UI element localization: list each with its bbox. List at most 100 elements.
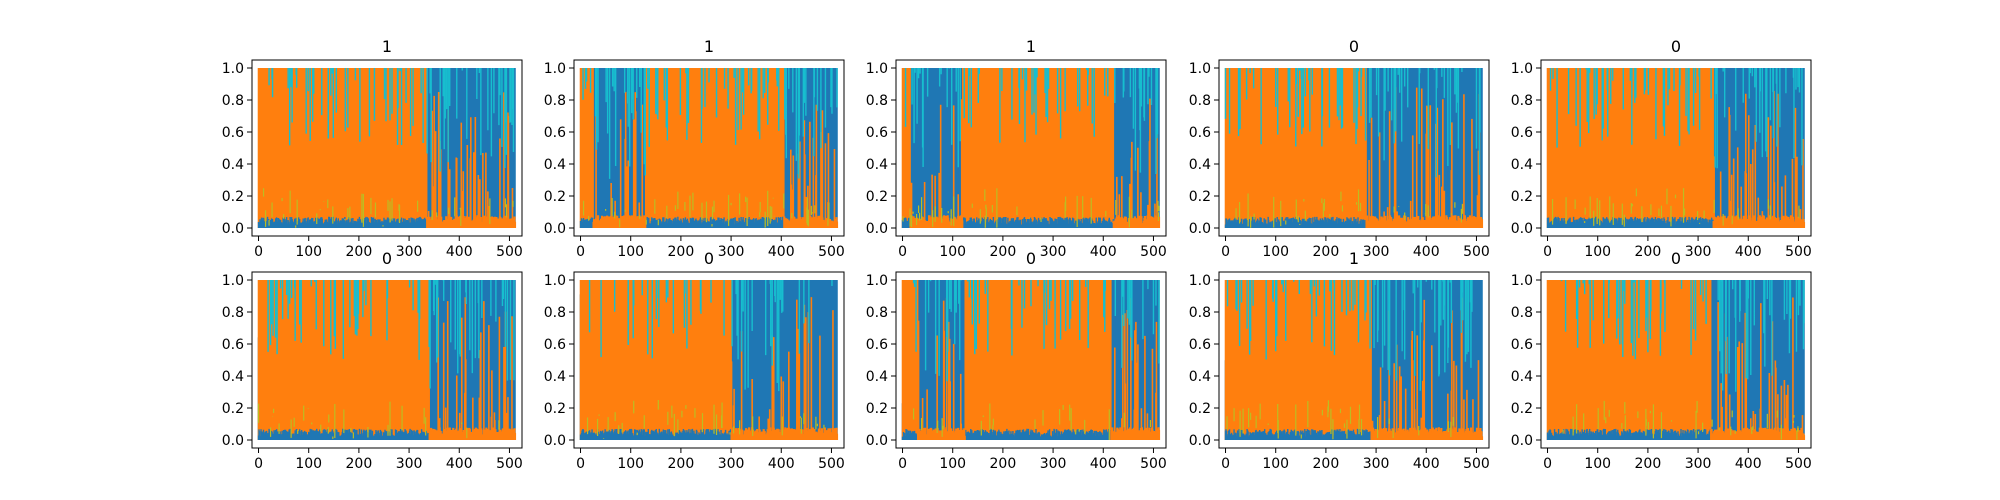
y-tick-label: 0.2 bbox=[1189, 401, 1211, 417]
y-tick-label: 1.0 bbox=[222, 273, 244, 289]
series-cyan-line bbox=[582, 68, 838, 179]
x-tick-label: 300 bbox=[1685, 244, 1712, 260]
series-blue-baseline bbox=[901, 428, 1112, 440]
series-orange-baseline bbox=[592, 215, 839, 228]
y-tick-label: 0.6 bbox=[1511, 125, 1533, 141]
y-tick-label: 0.6 bbox=[1189, 125, 1211, 141]
y-tick-label: 0.8 bbox=[544, 93, 566, 109]
x-tick-label: 400 bbox=[1413, 244, 1440, 260]
series-orange-line bbox=[1546, 68, 1804, 228]
x-tick-label: 100 bbox=[1262, 456, 1289, 472]
y-tick-label: 0.6 bbox=[222, 125, 244, 141]
series-orange-baseline bbox=[916, 427, 1161, 440]
y-tick-label: 0.2 bbox=[544, 401, 566, 417]
y-tick-label: 0.8 bbox=[222, 305, 244, 321]
panel-3: 0 100 200 300 400 500 0.0 0.2 0.4 0.6 0.8 1.0 1 bbox=[866, 37, 1167, 260]
y-tick-label: 0.6 bbox=[866, 337, 888, 353]
series-orange-baseline bbox=[730, 427, 839, 440]
panel-title: 0 bbox=[704, 249, 714, 268]
y-tick-label: 0.0 bbox=[544, 433, 566, 449]
x-tick-label: 400 bbox=[1735, 456, 1762, 472]
x-tick-label: 200 bbox=[1635, 456, 1662, 472]
series-orange-line bbox=[257, 280, 513, 440]
x-tick-label: 300 bbox=[1685, 456, 1712, 472]
x-tick-label: 300 bbox=[718, 456, 745, 472]
y-tick-label: 0.2 bbox=[866, 189, 888, 205]
series-blue-baseline bbox=[1546, 428, 1712, 440]
y-tick-label: 1.0 bbox=[1511, 273, 1533, 289]
y-tick-label: 0.6 bbox=[1511, 337, 1533, 353]
y-tick-label: 1.0 bbox=[1189, 273, 1211, 289]
y-tick-label: 0.0 bbox=[1511, 221, 1533, 237]
x-tick-label: 100 bbox=[1584, 456, 1611, 472]
y-tick-label: 0.0 bbox=[222, 221, 244, 237]
y-tick-label: 0.0 bbox=[866, 221, 888, 237]
panel-title: 0 bbox=[1349, 37, 1359, 56]
x-tick-label: 100 bbox=[939, 456, 966, 472]
y-tick-label: 0.4 bbox=[1511, 157, 1533, 173]
x-tick-label: 500 bbox=[496, 244, 523, 260]
y-tick-label: 1.0 bbox=[544, 273, 566, 289]
x-tick-label: 300 bbox=[396, 456, 423, 472]
y-tick-label: 0.0 bbox=[222, 433, 244, 449]
x-tick-label: 200 bbox=[346, 244, 373, 260]
x-tick-label: 400 bbox=[446, 244, 473, 260]
panel-10: 0 100 200 300 400 500 0.0 0.2 0.4 0.6 0.8 1.0 0 bbox=[1511, 249, 1812, 472]
x-tick-label: 400 bbox=[1413, 456, 1440, 472]
y-tick-label: 0.4 bbox=[1189, 369, 1211, 385]
x-tick-label: 100 bbox=[617, 244, 644, 260]
series-orange-baseline bbox=[1370, 427, 1484, 440]
axes-frame bbox=[573, 59, 845, 237]
series-cyan-line bbox=[904, 68, 1159, 175]
y-tick-label: 1.0 bbox=[866, 273, 888, 289]
plot-area bbox=[257, 68, 517, 228]
panel-title: 1 bbox=[1026, 37, 1036, 56]
y-tick-label: 0.6 bbox=[866, 125, 888, 141]
x-tick-label: 200 bbox=[668, 244, 695, 260]
x-tick-label: 0 bbox=[1221, 244, 1230, 260]
x-tick-label: 400 bbox=[1090, 244, 1117, 260]
series-orange-baseline bbox=[426, 215, 517, 228]
x-tick-label: 200 bbox=[1313, 244, 1340, 260]
axes-frame bbox=[1540, 271, 1812, 449]
y-tick-label: 0.0 bbox=[1511, 433, 1533, 449]
x-tick-label: 0 bbox=[576, 244, 585, 260]
panel-8: 0 100 200 300 400 500 0.0 0.2 0.4 0.6 0.8 1.0 0 bbox=[866, 249, 1167, 472]
x-tick-label: 400 bbox=[446, 456, 473, 472]
x-tick-label: 400 bbox=[1735, 244, 1762, 260]
x-tick-label: 200 bbox=[346, 456, 373, 472]
x-tick-label: 0 bbox=[576, 456, 585, 472]
series-cyan-line bbox=[1226, 280, 1473, 391]
y-tick-label: 0.2 bbox=[544, 189, 566, 205]
y-tick-label: 0.0 bbox=[1189, 221, 1211, 237]
x-tick-label: 500 bbox=[818, 244, 845, 260]
x-tick-label: 400 bbox=[768, 456, 795, 472]
series-cyan-line bbox=[268, 68, 515, 172]
y-tick-label: 0.6 bbox=[1189, 337, 1211, 353]
x-tick-label: 400 bbox=[1090, 456, 1117, 472]
y-tick-label: 0.0 bbox=[866, 433, 888, 449]
y-tick-label: 0.4 bbox=[1189, 157, 1211, 173]
x-tick-label: 0 bbox=[1221, 456, 1230, 472]
series-orange-line bbox=[901, 68, 1158, 228]
panel-grid: 0 100 200 300 400 500 0.0 0.2 0.4 0.6 0.8 1.0 1 0 100 2… bbox=[222, 37, 1812, 472]
plot-area bbox=[579, 280, 839, 440]
y-tick-label: 0.8 bbox=[1189, 305, 1211, 321]
panel-9: 0 100 200 300 400 500 0.0 0.2 0.4 0.6 0.8 1.0 1 bbox=[1189, 249, 1490, 472]
panel-5: 0 100 200 300 400 500 0.0 0.2 0.4 0.6 0.8 1.0 0 bbox=[1511, 37, 1812, 260]
series-cyan-line bbox=[1560, 280, 1805, 392]
y-tick-label: 0.6 bbox=[544, 337, 566, 353]
panel-title: 0 bbox=[1671, 37, 1681, 56]
x-tick-label: 300 bbox=[396, 244, 423, 260]
y-tick-label: 0.4 bbox=[544, 369, 566, 385]
x-tick-label: 0 bbox=[254, 244, 263, 260]
axes-frame bbox=[895, 59, 1167, 237]
y-tick-label: 1.0 bbox=[1511, 61, 1533, 77]
x-tick-label: 500 bbox=[496, 456, 523, 472]
x-tick-label: 300 bbox=[1040, 244, 1067, 260]
x-tick-label: 0 bbox=[898, 456, 907, 472]
x-tick-label: 300 bbox=[1363, 456, 1390, 472]
series-orange-line bbox=[901, 280, 1158, 440]
series-blue-baseline bbox=[1224, 216, 1367, 228]
series-olive-line bbox=[1551, 188, 1800, 227]
